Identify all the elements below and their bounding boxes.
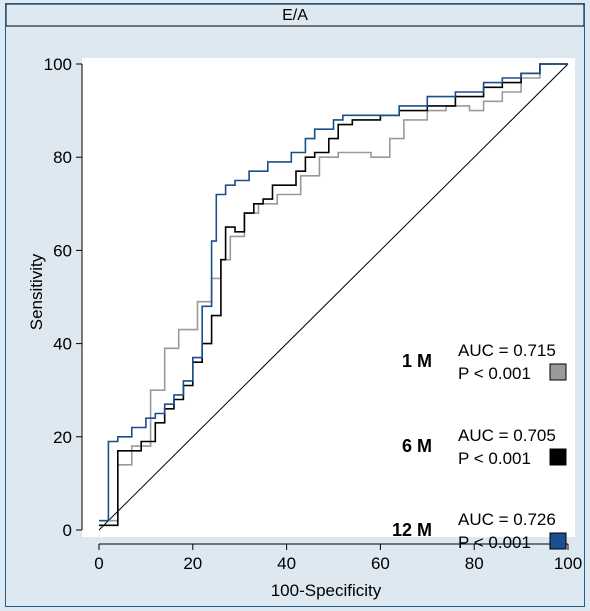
legend-p-text: P < 0.001	[458, 533, 531, 552]
x-tick-label: 100	[554, 554, 582, 573]
x-tick-label: 80	[465, 554, 484, 573]
legend-series-name: 6 M	[402, 436, 432, 456]
figure-frame: E/A 0 20 40 60 80 100 0 20 40 60 80 100 100-Specifi…	[5, 3, 585, 607]
y-tick-label: 60	[53, 241, 72, 260]
legend-swatch	[549, 363, 567, 381]
roc-curve-3	[99, 63, 568, 522]
legend: 1 M AUC = 0.715 P < 0.001 6 M AUC = 0.705 P <…	[392, 341, 567, 552]
legend-p-text: P < 0.001	[458, 364, 531, 383]
legend-series-name: 12 M	[392, 520, 432, 540]
chart-title: E/A	[282, 7, 308, 24]
y-tick-label: 0	[63, 521, 72, 540]
x-tick-label: 20	[183, 554, 202, 573]
roc-curve-1	[99, 63, 568, 522]
ticks: 0 20 40 60 80 100 0 20 40 60 80 100	[44, 55, 583, 573]
legend-swatch	[549, 448, 567, 466]
y-tick-label: 20	[53, 428, 72, 447]
title-bar	[6, 4, 584, 27]
legend-swatch	[549, 532, 567, 550]
x-tick-label: 40	[277, 554, 296, 573]
legend-auc-text: AUC = 0.715	[458, 341, 556, 360]
axes	[81, 64, 568, 545]
x-axis-label: 100-Specificity	[271, 581, 382, 600]
legend-p-text: P < 0.001	[458, 449, 531, 468]
x-tick-label: 0	[94, 554, 103, 573]
roc-curves	[99, 63, 568, 527]
reference-diagonal	[98, 63, 569, 531]
legend-auc-text: AUC = 0.705	[458, 426, 556, 445]
y-tick-label: 80	[53, 148, 72, 167]
y-tick-label: 40	[53, 335, 72, 354]
legend-series-name: 1 M	[402, 351, 432, 371]
roc-chart: E/A 0 20 40 60 80 100 0 20 40 60 80 100 100-Specifi…	[6, 4, 584, 600]
x-tick-label: 60	[371, 554, 390, 573]
legend-auc-text: AUC = 0.726	[458, 510, 556, 529]
y-axis-label: Sensitivity	[27, 253, 46, 330]
y-tick-label: 100	[44, 55, 72, 74]
